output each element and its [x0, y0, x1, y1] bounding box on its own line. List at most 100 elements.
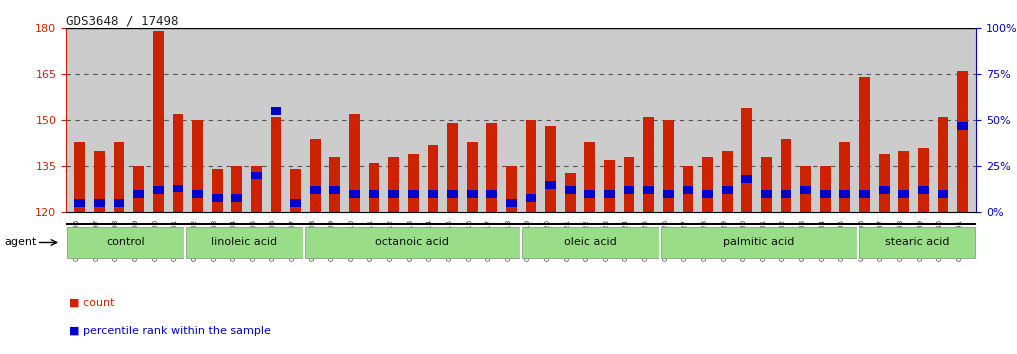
Bar: [585, 190, 595, 198]
Bar: [467, 142, 478, 212]
Bar: [644, 117, 654, 212]
Bar: [761, 157, 772, 212]
Text: control: control: [106, 237, 144, 247]
Text: ■ percentile rank within the sample: ■ percentile rank within the sample: [69, 326, 272, 336]
Bar: [545, 126, 556, 212]
Bar: [212, 170, 223, 212]
Bar: [310, 187, 320, 194]
Bar: [408, 190, 419, 198]
Bar: [330, 157, 341, 212]
Bar: [741, 176, 753, 183]
Bar: [74, 142, 85, 212]
Bar: [447, 124, 458, 212]
Bar: [879, 187, 890, 194]
Text: linoleic acid: linoleic acid: [212, 237, 278, 247]
Bar: [702, 190, 713, 198]
Text: ■ count: ■ count: [69, 298, 115, 308]
Bar: [408, 154, 419, 212]
Bar: [938, 190, 949, 198]
Text: palmitic acid: palmitic acid: [723, 237, 794, 247]
Bar: [918, 148, 929, 212]
Bar: [427, 190, 438, 198]
Bar: [661, 227, 856, 258]
Bar: [741, 108, 753, 212]
Bar: [192, 190, 203, 198]
Bar: [526, 194, 536, 201]
Bar: [94, 151, 105, 212]
Bar: [839, 142, 850, 212]
Bar: [800, 166, 811, 212]
Bar: [623, 187, 635, 194]
Bar: [94, 199, 105, 207]
Bar: [957, 122, 968, 130]
Bar: [330, 187, 341, 194]
Bar: [522, 227, 659, 258]
Bar: [290, 170, 301, 212]
Bar: [781, 190, 791, 198]
Bar: [114, 142, 124, 212]
Bar: [526, 120, 536, 212]
Bar: [918, 187, 929, 194]
Bar: [938, 117, 949, 212]
Bar: [173, 185, 183, 192]
Bar: [859, 78, 870, 212]
Bar: [173, 114, 183, 212]
Bar: [663, 190, 673, 198]
Bar: [74, 199, 85, 207]
Bar: [820, 166, 831, 212]
Bar: [839, 190, 850, 198]
Bar: [271, 117, 282, 212]
Text: oleic acid: oleic acid: [564, 237, 617, 247]
Bar: [271, 107, 282, 115]
Bar: [251, 172, 261, 179]
Bar: [153, 187, 164, 194]
Bar: [604, 160, 615, 212]
Bar: [879, 154, 890, 212]
Bar: [212, 194, 223, 201]
Bar: [781, 139, 791, 212]
Text: stearic acid: stearic acid: [885, 237, 949, 247]
Bar: [310, 139, 320, 212]
Bar: [957, 71, 968, 212]
Bar: [859, 190, 870, 198]
Bar: [820, 190, 831, 198]
Bar: [192, 120, 203, 212]
Bar: [369, 190, 379, 198]
Bar: [133, 166, 144, 212]
Bar: [506, 199, 517, 207]
Bar: [644, 187, 654, 194]
Bar: [114, 199, 124, 207]
Bar: [761, 190, 772, 198]
Text: GDS3648 / 17498: GDS3648 / 17498: [66, 14, 179, 27]
Bar: [858, 227, 975, 258]
Bar: [133, 190, 144, 198]
Bar: [623, 157, 635, 212]
Bar: [388, 190, 399, 198]
Bar: [585, 142, 595, 212]
Bar: [800, 187, 811, 194]
Text: agent: agent: [4, 238, 37, 247]
Bar: [349, 190, 360, 198]
Bar: [232, 166, 242, 212]
Bar: [682, 187, 694, 194]
Bar: [506, 166, 517, 212]
Bar: [722, 151, 732, 212]
Bar: [682, 166, 694, 212]
Bar: [545, 181, 556, 189]
Bar: [304, 227, 521, 258]
Bar: [898, 151, 909, 212]
Bar: [153, 32, 164, 212]
Bar: [447, 190, 458, 198]
Bar: [702, 157, 713, 212]
Bar: [67, 227, 184, 258]
Bar: [564, 172, 576, 212]
Bar: [186, 227, 303, 258]
Bar: [427, 145, 438, 212]
Bar: [251, 166, 261, 212]
Bar: [232, 194, 242, 201]
Bar: [898, 190, 909, 198]
Bar: [663, 120, 673, 212]
Bar: [388, 157, 399, 212]
Bar: [564, 187, 576, 194]
Bar: [290, 199, 301, 207]
